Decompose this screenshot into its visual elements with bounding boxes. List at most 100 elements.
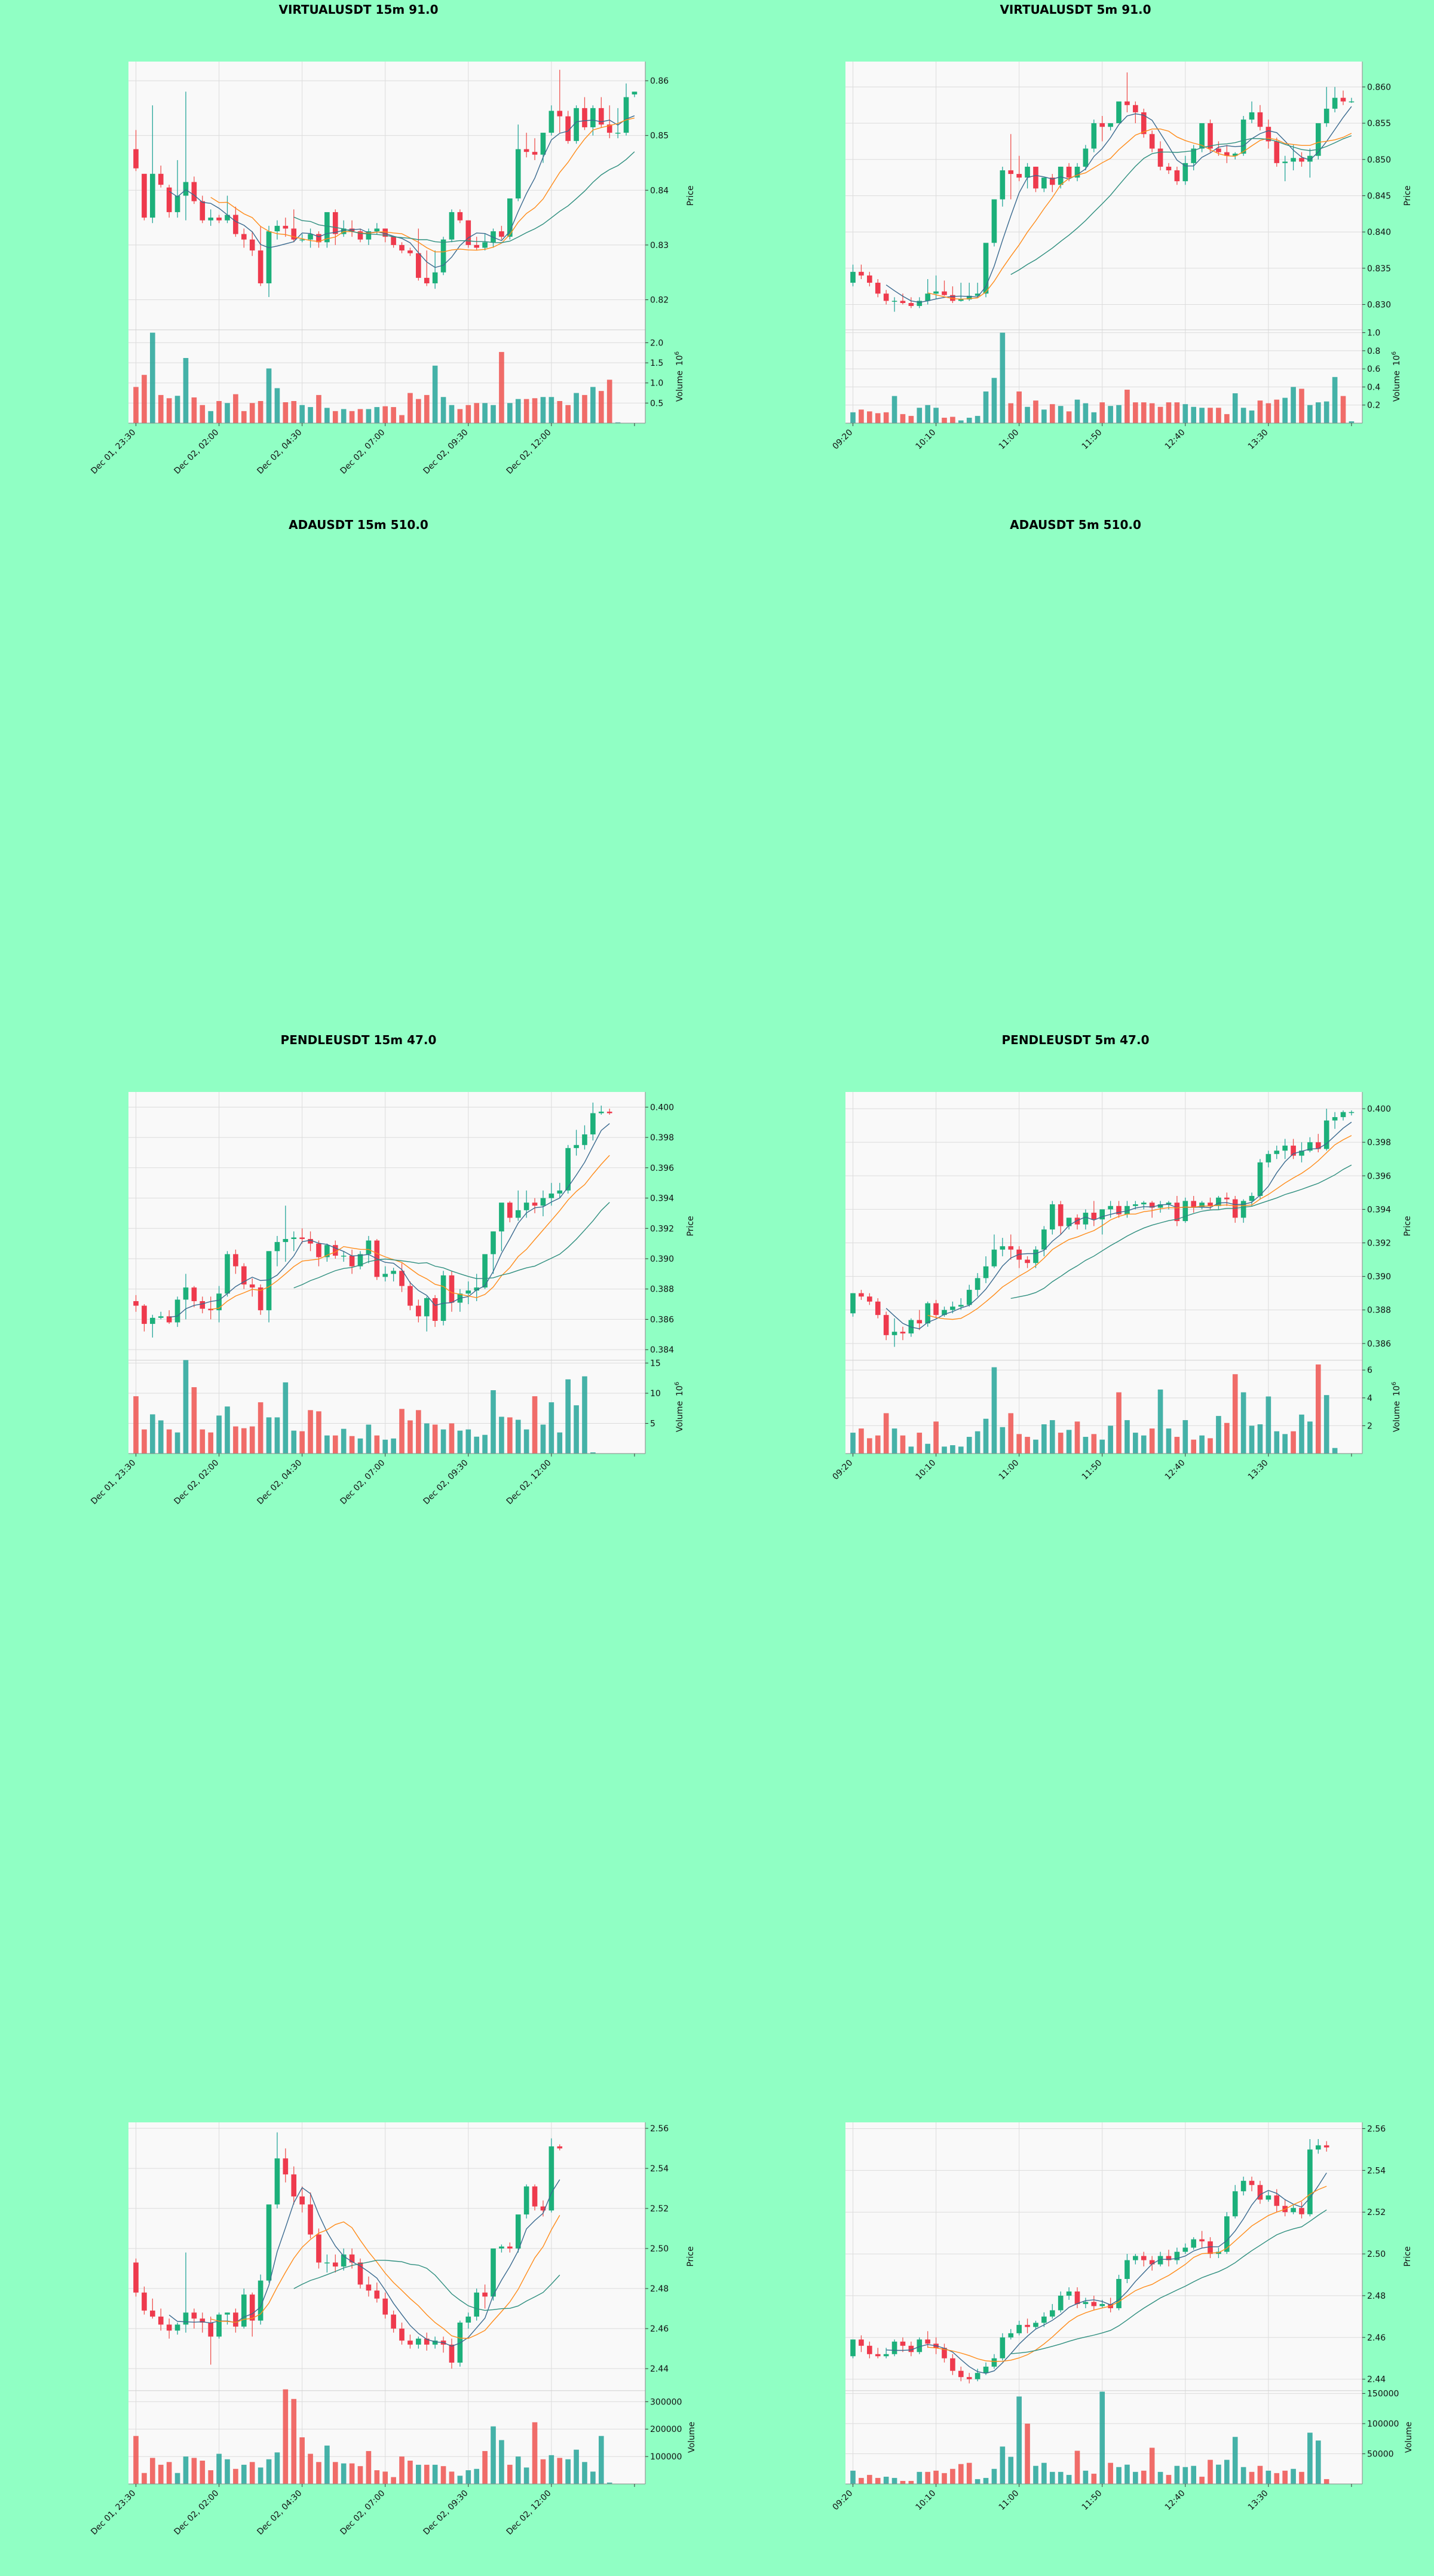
volume-bar [457,2476,463,2484]
volume-bar [1340,396,1346,423]
volume-bar [1332,1448,1338,1454]
volume-bar [366,1424,372,1454]
candle [883,290,889,305]
volume-bar [975,415,980,423]
volume-tick-label: 100000 [650,2452,682,2462]
candle [332,2254,338,2273]
candle [598,97,604,127]
volume-bar [1240,408,1246,423]
candle [474,237,480,251]
volume-bar [357,409,363,423]
volume-axis-label: Volume [687,2422,697,2453]
candle [574,1130,579,1156]
price-tick-label: 0.83 [650,241,669,250]
volume-bar [183,357,189,423]
volume-bar [1191,2465,1197,2484]
time-tick-label: 09:20 [831,2489,854,2513]
volume-tick-label: 50000 [1367,2450,1394,2459]
candle [507,1201,513,1223]
volume-bar [1083,403,1089,423]
volume-bar [1299,2471,1304,2484]
volume-bar [1099,2391,1105,2484]
volume-bar [208,1432,213,1454]
moving-average-line [927,2186,1327,2362]
price-tick-label: 0.84 [650,186,669,195]
volume-axis-label: Volume106 [1391,351,1402,402]
volume-bar [975,1431,980,1454]
candle [1199,1201,1205,1210]
candle [1307,2138,1313,2217]
candle [1282,155,1288,182]
candle [366,228,372,245]
candle [382,228,388,243]
volume-bar [1074,399,1080,423]
volume-bar [557,2458,563,2484]
price-tick-label: 0.386 [650,1315,674,1324]
volume-bar [582,1376,587,1454]
candle [859,1290,864,1300]
candle [283,1206,289,1262]
candle [933,275,939,299]
volume-bar [1274,1431,1280,1454]
candle [1182,2243,1188,2254]
volume-bar [1116,1392,1122,1454]
candle [1291,1139,1296,1159]
candle [966,1284,972,1307]
volume-bar [859,409,864,423]
candle [283,2148,289,2183]
volume-bar [883,2476,889,2484]
candle [1208,2237,1213,2259]
candle [150,2298,155,2319]
volume-bar [216,400,222,423]
candle [574,105,579,144]
volume-bar [966,2462,972,2484]
candle [1157,141,1163,170]
candle [1016,2320,1022,2336]
volume-bar [1133,402,1138,423]
volume-bar [1240,2467,1246,2484]
candle [174,2323,180,2335]
candle [1174,166,1180,185]
volume-bar [316,2462,321,2484]
candle [1141,108,1147,138]
volume-bar [523,2467,529,2484]
candle [241,1263,247,1289]
candle [632,91,638,97]
candle [324,2254,330,2273]
candle [341,220,347,237]
volume-bar [200,1429,206,1454]
volume-bar [574,393,579,423]
candle [299,234,305,243]
candle [891,2339,897,2357]
volume-bar [249,1426,255,1454]
candle [1224,2212,1230,2254]
candle [1133,2254,1138,2265]
volume-tick-label: 2.0 [650,338,663,348]
volume-bar [557,400,563,423]
volume-bar [540,1424,546,1454]
candle [1000,1238,1006,1256]
candle [540,1190,546,1216]
candle [523,133,529,158]
candle [507,2242,513,2253]
candle [1141,2251,1147,2267]
volume-tick-label: 0.5 [650,399,663,408]
volume-bar [1174,2465,1180,2484]
volume-bar [366,409,372,423]
volume-tick-label: 1.0 [650,379,663,388]
candle [1000,2333,1006,2361]
price-tick-label: 2.56 [1367,2124,1386,2134]
price-tick-label: 2.46 [1367,2333,1386,2343]
volume-bar [1307,1421,1313,1454]
candle [515,2214,521,2253]
volume-bar [1249,2471,1255,2484]
candle [557,2144,563,2150]
volume-bar [366,2450,372,2484]
volume-bar [557,1432,563,1454]
candle [1232,2185,1238,2219]
candle [499,1203,504,1252]
volume-bar [241,1428,247,1454]
volume-bar [598,391,604,423]
volume-bar [515,2456,521,2484]
time-tick-label: 10:10 [914,1458,938,1482]
